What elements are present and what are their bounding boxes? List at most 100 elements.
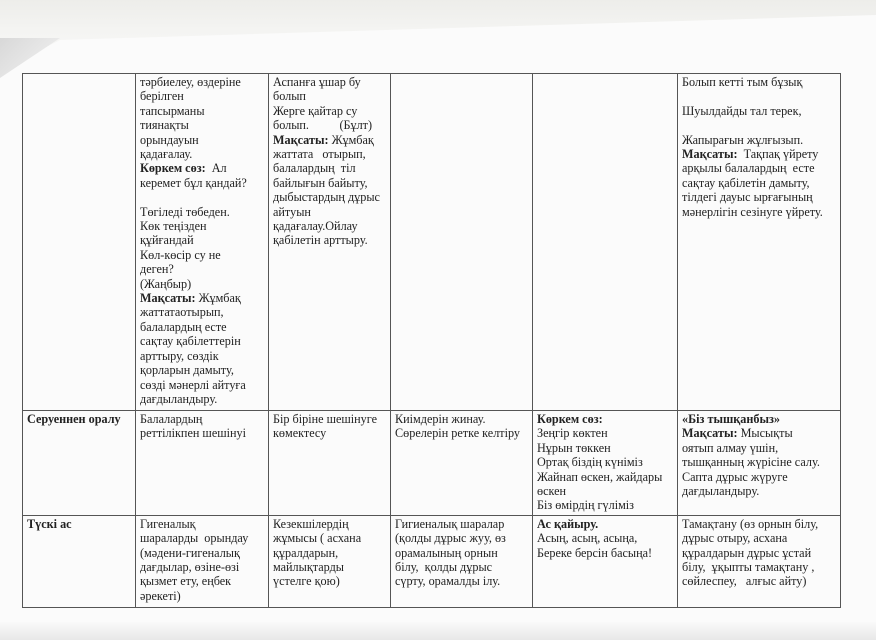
- cell-text: дағдылар, өзіне-өзі: [140, 560, 240, 575]
- cell-text: орындауын: [140, 132, 199, 147]
- cell-text: арқылы балалардың есте: [682, 161, 815, 176]
- cell-text: Төгіледі төбеден.: [140, 204, 230, 219]
- cell-text: дағдыландыру.: [682, 484, 760, 499]
- cell-text: қабілетін арттыру.: [273, 233, 368, 248]
- cell-text: құйғандай: [140, 233, 194, 248]
- cell-line: (қолды дұрыс жуу, өз: [395, 531, 528, 545]
- schedule-table: тәрбиелеу, өздеріне берілген тапсырманы тия…: [22, 73, 841, 608]
- cell-line: тілдегі дауыс ырғағының: [682, 190, 836, 204]
- table-cell: [22, 73, 136, 411]
- cell-line: Асың, асың, асыңа,: [537, 531, 673, 545]
- cell-line: жаттата отырып,: [273, 147, 386, 161]
- cell-text: Тамақтану (өз орнын білу,: [682, 516, 819, 531]
- cell-text: Гигиеналық шаралар: [395, 516, 505, 531]
- cell-text: (мәдени-гигеналық: [140, 545, 240, 560]
- cell-line: қабілетін арттыру.: [273, 233, 386, 247]
- cell-line: білу, қолды дұрыс: [395, 560, 528, 574]
- cell-line: болып. (Бұлт): [273, 118, 386, 132]
- cell-line: [682, 118, 836, 132]
- cell-text: мәнерлігін сезінуге үйрету.: [682, 204, 823, 219]
- cell-text: майлықтарды: [273, 560, 344, 575]
- cell-text: Балалардың: [140, 412, 203, 426]
- cell-line: Ас қайыру.: [537, 517, 673, 531]
- cell-line: болып: [273, 89, 386, 103]
- cell-line: Мақсаты: Жұмбақ: [140, 291, 264, 305]
- cell-line: қадағалау.: [140, 147, 264, 161]
- cell-text: Шуылдайды тал терек,: [682, 103, 802, 118]
- bold-label: «Біз тышқанбыз»: [682, 412, 781, 426]
- cell-line: жаттатаотырып,: [140, 305, 264, 319]
- cell-line: сақтау қабілеттерін: [140, 334, 264, 348]
- table-cell: Болып кетті тым бұзық Шуылдайды тал терек…: [677, 73, 841, 411]
- cell-line: тышқанның жүрісіне салу.: [682, 455, 836, 469]
- cell-line: орамалының орнын: [395, 546, 528, 560]
- cell-line: тәрбиелеу, өздеріне: [140, 75, 264, 89]
- cell-text: керемет бұл қандай?: [140, 175, 247, 190]
- cell-line: шараларды орындау: [140, 531, 264, 545]
- cell-text: Біз өмірдің гүліміз: [537, 498, 634, 513]
- cell-line: Зеңгір көктен: [537, 426, 673, 440]
- cell-line: білу, ұқыпты тамақтану ,: [682, 560, 836, 574]
- table-cell: Аспанға ұшар бу болып Жерге қайтар су болып…: [268, 73, 391, 411]
- cell-line: дағдылар, өзіне-өзі: [140, 560, 264, 574]
- cell-line: көмектесу: [273, 426, 386, 440]
- cell-text: жаттата отырып,: [273, 147, 366, 162]
- table-cell: [390, 73, 533, 411]
- page-corner-fold: [0, 38, 60, 78]
- table-cell: [532, 73, 678, 411]
- cell-text: балалардың тіл: [273, 161, 356, 176]
- cell-line: Көл-көсір су не: [140, 248, 264, 262]
- cell-text: құралдарын дұрыс ұстай: [682, 545, 812, 560]
- table-cell: Бір біріне шешінуге көмектесу: [268, 410, 391, 516]
- cell-line: [682, 89, 836, 103]
- cell-line: Көркем сөз:: [537, 412, 673, 426]
- cell-line: Біз өмірдің гүліміз: [537, 498, 673, 512]
- cell-text: айтуын: [273, 204, 311, 219]
- cell-text: Нұрын төккен: [537, 440, 611, 455]
- bold-label: Түскі ас: [27, 516, 72, 531]
- cell-line: Түскі ас: [27, 517, 131, 531]
- table-cell: Көркем сөз: Зеңгір көктен Нұрын төккен Орта…: [532, 410, 678, 516]
- cell-text: берілген: [140, 89, 184, 104]
- cell-text: дыбыстардың дұрыс: [273, 190, 380, 205]
- cell-line: Жапырағын жұлғызып.: [682, 133, 836, 147]
- cell-text: орамалының орнын: [395, 545, 498, 560]
- cell-text: Аспанға ұшар бу: [273, 75, 361, 89]
- cell-line: (мәдени-гигеналық: [140, 546, 264, 560]
- cell-text: Кезекшілердің: [273, 516, 349, 531]
- cell-text: қадағалау.: [140, 147, 193, 162]
- cell-text: Жапырағын жұлғызып.: [682, 132, 804, 147]
- cell-text: арттыру, сөздік: [140, 348, 219, 363]
- table-cell: Түскі ас: [22, 514, 136, 608]
- cell-line: үстелге қою): [273, 574, 386, 588]
- cell-line: арқылы балалардың есте: [682, 161, 836, 175]
- table-cell: Серуеннен оралу: [22, 410, 136, 516]
- cell-text: Сөрелерін ретке келтіру: [395, 426, 521, 441]
- table-cell: Кезекшілердің жұмысы ( асхана құралдарын, м…: [268, 514, 391, 608]
- cell-line: Серуеннен оралу: [27, 412, 131, 426]
- cell-text: сүрту, орамалды ілу.: [395, 574, 501, 589]
- cell-text: реттілікпен шешінуі: [140, 426, 246, 441]
- cell-line: тиянақты: [140, 118, 264, 132]
- cell-text: болып: [273, 89, 306, 104]
- cell-line: Болып кетті тым бұзық: [682, 75, 836, 89]
- cell-line: Көк теңізден: [140, 219, 264, 233]
- cell-line: байлығын байыту,: [273, 176, 386, 190]
- cell-line: [140, 190, 264, 204]
- cell-line: Жайнап өскен, жайдары: [537, 470, 673, 484]
- cell-line: Сапта дұрыс жүруге: [682, 470, 836, 484]
- cell-line: Бір біріне шешінуге: [273, 412, 386, 426]
- cell-text: Ал: [205, 161, 227, 176]
- cell-line: өскен: [537, 484, 673, 498]
- table-cell: Гигиеналық шаралар (қолды дұрыс жуу, өз ор…: [390, 514, 533, 608]
- cell-text: құралдарын,: [273, 545, 339, 560]
- cell-line: сөйлеспеу, алғыс айту): [682, 574, 836, 588]
- cell-text: өскен: [537, 484, 567, 499]
- cell-line: әрекеті): [140, 589, 264, 603]
- cell-text: балалардың есте: [140, 319, 227, 334]
- cell-text: дұрыс отыру, асхана: [682, 531, 788, 546]
- cell-text: Жайнап өскен, жайдары: [537, 469, 663, 484]
- table-cell: Балалардың реттілікпен шешінуі: [135, 410, 269, 516]
- cell-line: сақтау қабілетін дамыту,: [682, 176, 836, 190]
- cell-text: әрекеті): [140, 588, 181, 603]
